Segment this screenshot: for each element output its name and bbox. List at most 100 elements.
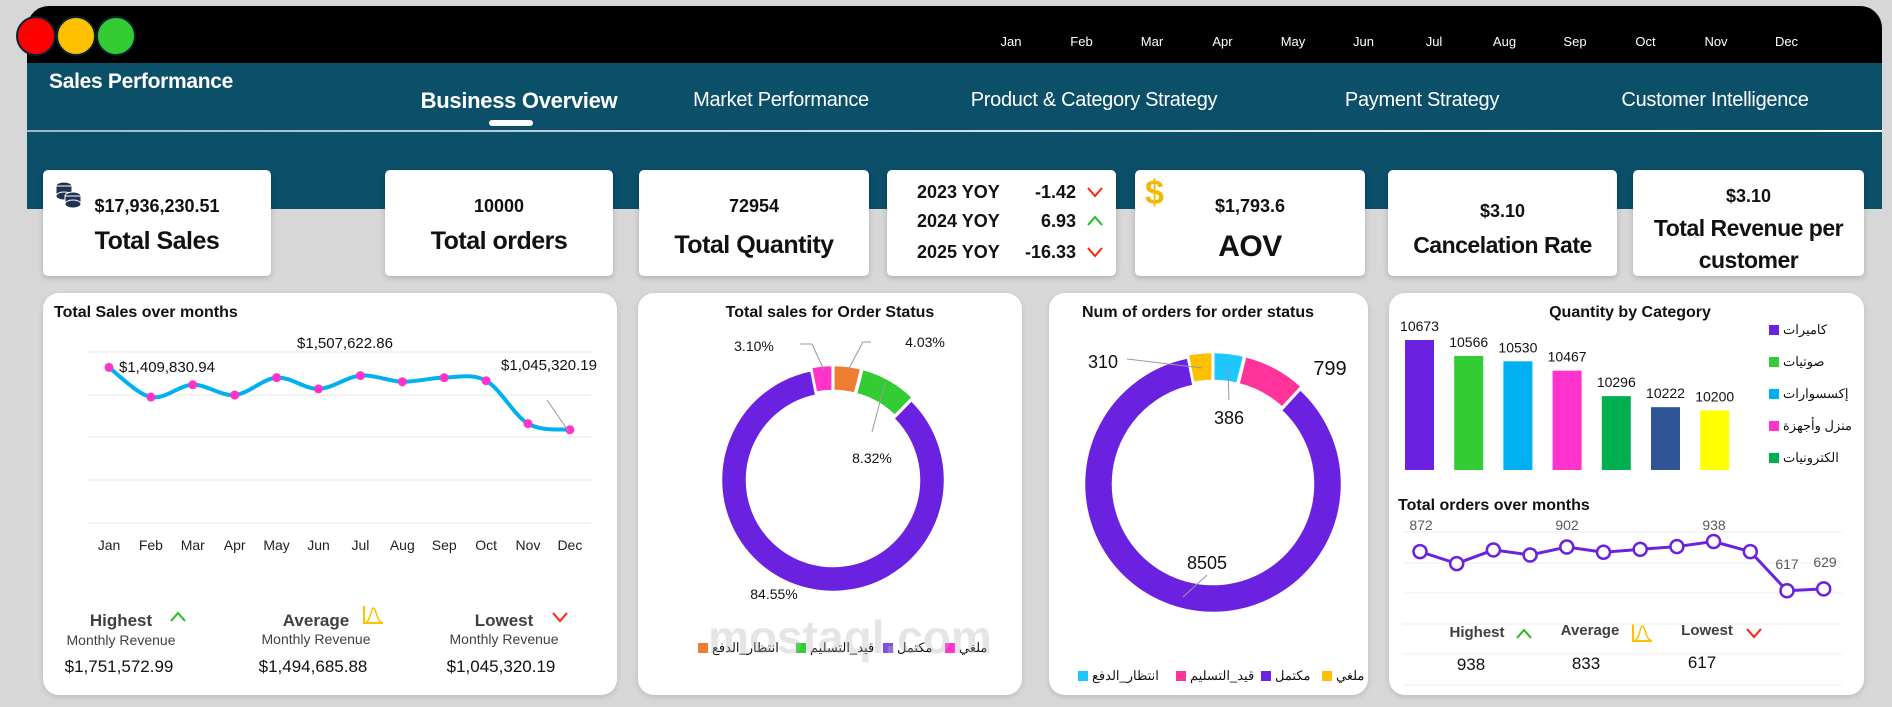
month-filter-dec[interactable]: Dec	[1774, 34, 1799, 49]
orders-lowest-value: 617	[1687, 653, 1717, 672]
trend-up-icon	[1516, 628, 1532, 639]
orders-point-jan	[1412, 543, 1428, 560]
orders-highest-label: Highest	[1449, 624, 1505, 641]
slice-label: 3.10%	[734, 338, 774, 354]
dollar-icon: $	[1145, 174, 1164, 212]
legend-swatch	[1769, 357, 1779, 367]
slice-label: 799	[1313, 358, 1346, 380]
orders-point-may	[1559, 539, 1575, 555]
data-label: 902	[1555, 517, 1579, 533]
tab-payment-strategy[interactable]: Payment Strategy	[1344, 89, 1500, 111]
leader-line	[1182, 574, 1208, 598]
data-label: 617	[1775, 556, 1799, 572]
aov-label: AOV	[1218, 230, 1282, 263]
orders-average-label: Average	[1560, 622, 1620, 639]
month-filter-jun[interactable]: Jun	[1353, 34, 1374, 49]
month-filter-oct[interactable]: Oct	[1635, 34, 1656, 49]
legend-item: انتظار_الدفع	[1078, 668, 1159, 684]
yoy-value: -1.42	[1034, 182, 1076, 202]
orders-point-aug	[1669, 538, 1685, 555]
sales-highest-label: Highest	[89, 611, 153, 630]
sales-average-sub: Monthly Revenue	[261, 631, 371, 647]
legend-swatch	[1078, 671, 1088, 681]
cancelation-rate-value: $3.10	[1479, 201, 1526, 221]
bar-value-label: 10673	[1400, 318, 1439, 334]
kpi-total-orders: 10000 Total orders	[385, 170, 613, 276]
month-filter-mar[interactable]: Mar	[1140, 34, 1164, 49]
month-filter-nov[interactable]: Nov	[1704, 34, 1728, 49]
month-filter-feb[interactable]: Feb	[1070, 34, 1093, 49]
app-title: Sales Performance	[49, 70, 234, 93]
sales-point-mar	[188, 380, 198, 390]
tab-business-overview[interactable]: Business Overview	[420, 88, 618, 113]
bar-1	[1454, 355, 1484, 470]
tab-market-performance[interactable]: Market Performance	[693, 89, 869, 111]
slice-label: 310	[1088, 352, 1118, 372]
legend-item: مكتمل	[1261, 668, 1310, 684]
data-label: $1,507,622.86	[297, 335, 393, 352]
kpi-aov: $ $1,793.6 AOV	[1135, 170, 1365, 276]
tab-customer-intelligence[interactable]: Customer Intelligence	[1621, 89, 1809, 111]
orders-point-jun	[1595, 544, 1612, 560]
orders-average-value: 833	[1571, 654, 1601, 673]
yoy-value: 6.93	[1040, 211, 1076, 231]
month-filter-jan[interactable]: Jan	[1000, 34, 1022, 49]
orders-point-feb	[1448, 555, 1465, 572]
legend-label: قيد_التسليم	[1190, 668, 1255, 683]
legend-item: صوتيات	[1769, 354, 1825, 370]
month-filter-jul[interactable]: Jul	[1425, 34, 1443, 49]
yoy-row-2023: 2023 YOY -1.42	[887, 182, 1116, 208]
slice-label: 84.55%	[750, 586, 797, 602]
leader-line	[1227, 369, 1230, 401]
x-tick-label: Oct	[475, 537, 497, 553]
sales-point-nov	[523, 419, 533, 429]
leader-line	[800, 343, 825, 371]
legend-item: ملغي	[1322, 668, 1364, 684]
yoy-year: 2024 YOY	[917, 211, 1000, 231]
minimize-window-button[interactable]	[56, 16, 96, 56]
legend-swatch	[945, 643, 955, 653]
bar-value-label: 10296	[1597, 374, 1636, 390]
donut-slice-1-3	[719, 368, 947, 594]
leader-line	[871, 382, 886, 433]
sales-point-may	[272, 373, 282, 383]
panel-sales-order-status	[638, 293, 1022, 695]
quantity-chart-title: Quantity by Category	[1549, 304, 1711, 321]
legend-item: قيد_التسليم	[796, 640, 874, 656]
close-window-button[interactable]	[16, 16, 56, 56]
legend-swatch	[698, 643, 708, 653]
total-quantity-value: 72954	[728, 196, 780, 216]
maximize-window-button[interactable]	[96, 16, 136, 56]
sales-point-apr	[230, 390, 240, 400]
legend-swatch	[883, 643, 893, 653]
coins-icon	[55, 181, 82, 209]
month-filter-may[interactable]: May	[1280, 34, 1306, 49]
data-label: $1,409,830.94	[119, 359, 215, 376]
sales-point-jun	[314, 384, 323, 394]
legend-label: مكتمل	[897, 640, 933, 655]
legend-label: صوتيات	[1783, 354, 1825, 369]
orders-highest-value: 938	[1456, 655, 1486, 674]
sales-point-oct	[481, 376, 491, 386]
total-quantity-label: Total Quantity	[674, 231, 834, 259]
orders-point-jul	[1632, 541, 1648, 558]
orders-point-mar	[1485, 542, 1502, 558]
legend-item: انتظار_الدفع	[698, 640, 779, 656]
bar-4	[1601, 396, 1631, 470]
bar-3	[1552, 370, 1582, 470]
sales-point-jul	[355, 371, 365, 381]
panel-sales-over-months	[43, 293, 617, 695]
watermark: mostaql.com	[708, 611, 992, 663]
leader-line	[1126, 358, 1203, 369]
trend-down-icon	[1087, 247, 1103, 258]
legend-swatch	[1769, 421, 1779, 431]
tab-product-category-strategy[interactable]: Product & Category Strategy	[970, 89, 1218, 111]
legend-label: ملغي	[959, 640, 988, 655]
aov-value: $1,793.6	[1214, 196, 1286, 216]
month-filter-apr[interactable]: Apr	[1212, 34, 1233, 49]
legend-item: منزل وأجهزة	[1769, 418, 1852, 434]
legend-item: قيد_التسليم	[1176, 668, 1254, 684]
month-filter-sep[interactable]: Sep	[1563, 34, 1587, 49]
month-filter-aug[interactable]: Aug	[1492, 34, 1517, 49]
